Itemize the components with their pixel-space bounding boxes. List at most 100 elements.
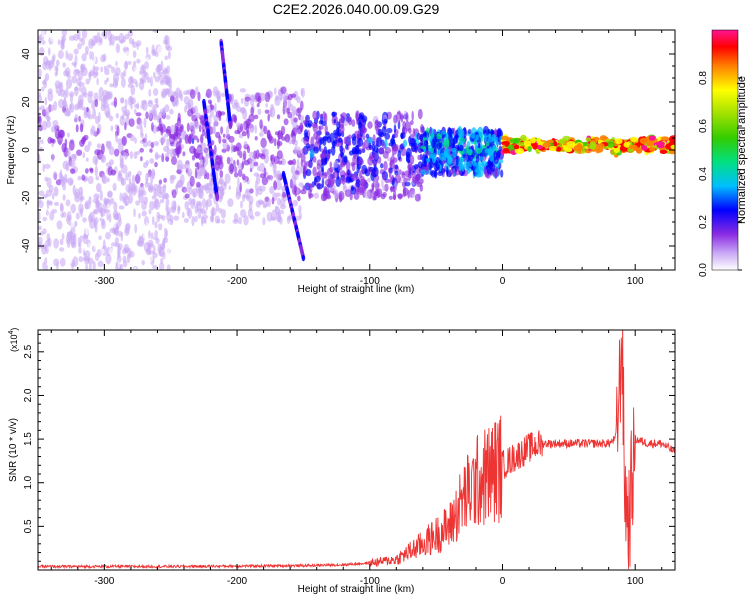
spectral-blob <box>176 117 182 127</box>
spectral-blob <box>417 108 423 120</box>
spectral-blob <box>378 147 385 155</box>
spectral-blob <box>186 122 190 132</box>
spectral-blob <box>49 211 55 221</box>
spectral-blob <box>254 180 258 191</box>
spectral-blob <box>151 122 154 132</box>
spectral-blob <box>436 142 442 150</box>
spectral-blob <box>78 85 82 92</box>
spectral-blob <box>304 132 308 137</box>
spectral-blob <box>239 182 242 193</box>
spectral-blob <box>79 123 84 133</box>
spectral-blob <box>60 212 64 218</box>
spectral-blob <box>45 120 52 128</box>
spectral-blob <box>263 148 269 156</box>
spectral-blob <box>267 198 272 207</box>
spectral-blob <box>62 62 66 68</box>
spectral-blob <box>169 214 174 226</box>
spectral-blob <box>259 132 264 137</box>
spectral-blob <box>181 211 185 219</box>
spectral-blob <box>107 141 112 149</box>
spectral-blob <box>163 192 170 200</box>
spectral-blob <box>133 151 138 159</box>
spectral-blob <box>193 147 197 156</box>
spectral-blob <box>94 165 99 177</box>
spectral-blob <box>351 163 356 172</box>
spectral-blob <box>54 71 58 77</box>
spectral-blob <box>373 177 377 187</box>
spectral-blob <box>67 177 74 186</box>
spectral-blob <box>477 166 484 178</box>
spectral-blob <box>435 163 440 171</box>
spectral-blob <box>489 153 495 162</box>
spectral-blob <box>163 177 167 183</box>
spectral-blob <box>105 162 112 168</box>
spectral-blob <box>107 191 113 198</box>
spectral-blob <box>124 49 130 60</box>
spectral-blob <box>627 148 635 153</box>
spectral-blob <box>94 71 99 77</box>
spectral-blob <box>248 114 255 122</box>
spectral-blob <box>66 39 69 51</box>
spectral-blob <box>164 104 170 113</box>
spectral-blob <box>139 119 143 127</box>
spectral-blob <box>133 104 140 109</box>
spectral-blob <box>125 172 129 181</box>
spectral-blob <box>153 187 156 198</box>
spectral-blob <box>497 127 502 138</box>
spectral-blob <box>151 195 157 200</box>
spectral-blob <box>143 117 147 128</box>
spectral-blob <box>280 125 286 136</box>
spectral-blob <box>80 64 85 71</box>
spectral-blob <box>170 174 177 181</box>
spectral-blob <box>440 130 446 135</box>
spectral-blob <box>108 213 112 223</box>
spectral-blob <box>362 135 366 141</box>
spectral-blob <box>280 209 285 215</box>
spectral-blob <box>630 136 639 143</box>
spectral-blob <box>250 106 255 116</box>
spectral-blob <box>136 42 139 50</box>
spectral-blob <box>42 216 48 222</box>
spectral-blob <box>146 36 150 44</box>
spectral-blob <box>135 235 140 240</box>
spectral-blob <box>70 168 76 175</box>
spectral-blob <box>130 104 133 110</box>
spectral-blob <box>392 157 398 163</box>
spectral-blob <box>296 158 300 169</box>
spectral-blob <box>134 223 138 234</box>
spectral-blob <box>383 118 388 124</box>
spectral-blob <box>382 185 386 191</box>
spectral-blob <box>152 244 156 255</box>
spectral-blob <box>198 124 202 133</box>
spectral-blob <box>273 155 280 165</box>
spectral-blob <box>213 144 217 155</box>
spectral-blob <box>81 136 87 143</box>
spectral-blob <box>51 153 54 162</box>
spectral-blob <box>187 108 194 117</box>
spectral-blob <box>215 203 219 212</box>
spectral-blob <box>414 164 419 170</box>
spectral-blob <box>70 225 76 235</box>
spectral-blob <box>206 182 213 191</box>
x-tick-label: -300 <box>94 576 114 587</box>
spectral-blob <box>127 61 132 65</box>
spectral-blob <box>188 197 193 206</box>
spectral-blob <box>316 163 321 171</box>
spectral-blob <box>171 156 177 166</box>
spectral-blob <box>424 150 431 156</box>
spectral-blob <box>562 135 571 142</box>
spectral-blob <box>339 145 344 153</box>
y-tick-label: 2.5 <box>23 344 34 358</box>
spectral-blob <box>532 142 538 150</box>
spectral-blob <box>527 146 532 152</box>
spectral-blob <box>92 64 96 76</box>
colorbar-tick-label: 0.0 <box>698 263 709 277</box>
spectral-blob <box>230 142 234 154</box>
spectral-blob <box>457 125 463 137</box>
spectral-blob <box>356 188 359 195</box>
spectral-blob <box>55 59 60 67</box>
colorbar-ticks: 0.0 0.2 0.4 0.6 0.8 <box>698 71 742 277</box>
spectral-blob <box>92 108 97 120</box>
spectral-blob <box>255 188 259 197</box>
spectral-blob <box>101 248 105 255</box>
